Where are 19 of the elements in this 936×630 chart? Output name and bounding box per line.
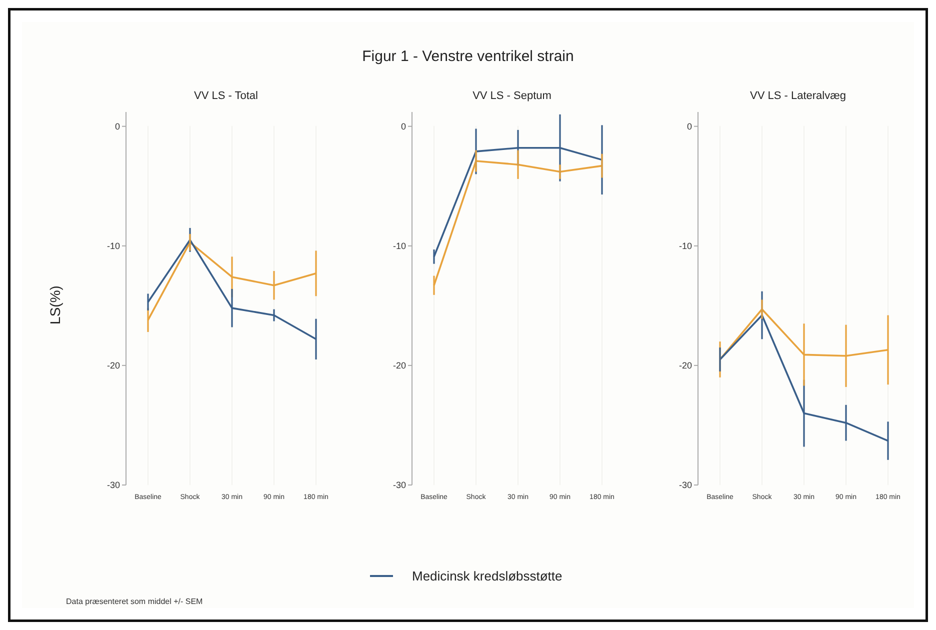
y-tick-label: -10 (678, 241, 692, 252)
y-tick-label: -30 (106, 480, 120, 490)
y-tick-label: -30 (678, 480, 692, 490)
y-axis-title: LS(%) (47, 286, 63, 324)
chart-title: VV LS - Lateralvæg (750, 90, 846, 102)
y-tick-label: -30 (392, 480, 406, 490)
y-tick-label: 0 (400, 121, 406, 132)
y-tick-label: -20 (678, 360, 692, 371)
y-tick-label: -20 (106, 360, 120, 371)
legend-label: Medicinsk kredsløbsstøtte (412, 568, 562, 584)
y-tick-label: -20 (392, 360, 406, 371)
text: Data præsenteret som middel +/- SEM (66, 597, 204, 606)
chart-title: VV LS - Total (194, 90, 258, 102)
y-tick-label: -10 (106, 241, 120, 252)
chart-title: VV LS - Septum (472, 90, 552, 102)
y-tick-label: -10 (392, 241, 406, 252)
y-tick-label: 0 (114, 121, 120, 132)
text: Figur 1 - Venstre ventrikel strain (362, 48, 574, 65)
y-tick-label: 0 (686, 121, 692, 132)
